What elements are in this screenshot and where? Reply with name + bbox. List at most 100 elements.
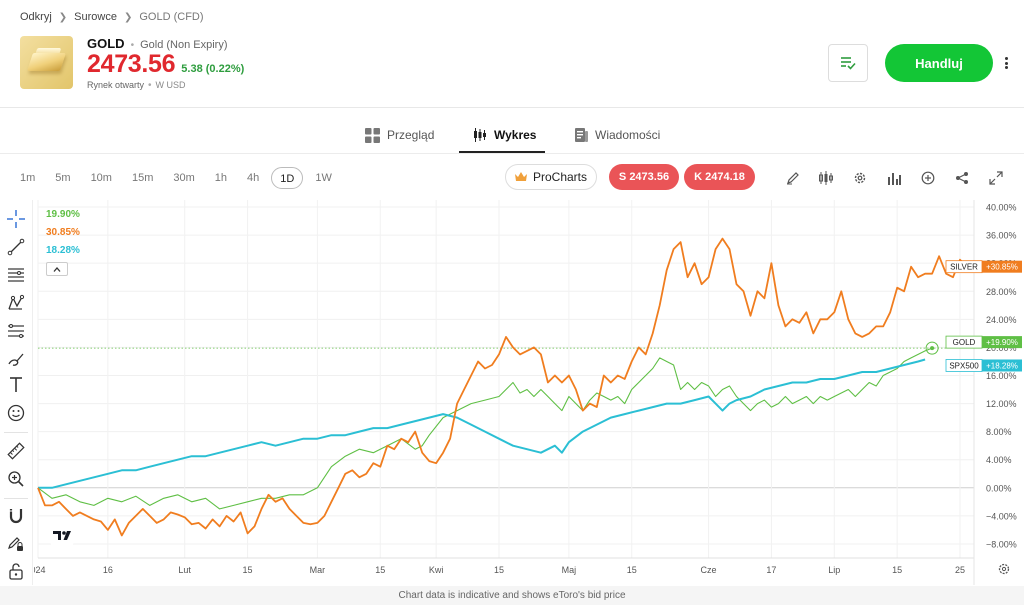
x-tick-label: 17 [766, 565, 776, 575]
dot-separator: • [130, 40, 135, 51]
tradingview-logo-icon[interactable] [50, 525, 74, 545]
chevron-right-icon: ❯ [58, 11, 68, 23]
axis-settings-gear-center [1001, 566, 1007, 572]
trend-line-icon[interactable] [5, 236, 27, 258]
timeframe-30m[interactable]: 30m [173, 172, 195, 184]
buy-button[interactable]: K 2474.18 [684, 164, 755, 190]
watchlist-check-icon [841, 57, 856, 70]
tab-chart[interactable]: Wykres [473, 117, 536, 153]
x-tick-label: Mar [310, 565, 326, 575]
x-tick-label: 16 [103, 565, 113, 575]
procharts-button[interactable]: ProCharts [505, 164, 597, 190]
gold-last-point [930, 346, 935, 351]
drawing-tools-sidebar [0, 200, 33, 585]
magnet-icon[interactable] [5, 505, 27, 527]
chevron-right-icon: ❯ [123, 11, 133, 23]
breadcrumb-item-discover[interactable]: Odkryj [20, 11, 52, 23]
fib-levels-icon[interactable] [5, 264, 27, 286]
more-options-icon[interactable] [1000, 52, 1012, 74]
axis-settings-gear-icon [998, 563, 1010, 575]
breadcrumb-item-commodities[interactable]: Surowce [74, 11, 117, 23]
tab-label: Wiadomości [595, 128, 661, 142]
breadcrumb-item-current: GOLD (CFD) [139, 11, 204, 23]
candles-type-icon[interactable] [815, 167, 837, 189]
price-line: 2473.56 5.38 (0.22%) [87, 50, 244, 79]
y-tick-label: 36.00% [986, 231, 1017, 241]
emoji-icon[interactable] [5, 402, 27, 424]
tab-label: Wykres [494, 128, 537, 142]
tabs-divider [0, 153, 1024, 154]
watchlist-button[interactable] [828, 44, 868, 82]
ruler-icon[interactable] [5, 440, 27, 462]
x-tick-label: 25 [955, 565, 965, 575]
x-tick-label: Lut [178, 565, 191, 575]
price-change: 5.38 (0.22%) [181, 63, 245, 75]
instrument-title: GOLD • Gold (Non Expiry) [87, 36, 228, 51]
y-tick-label: −8.00% [986, 539, 1017, 549]
series-tag-value-box [982, 260, 1022, 273]
crown-icon [514, 172, 527, 181]
projection-icon[interactable] [5, 320, 27, 342]
timeframe-1w[interactable]: 1W [315, 172, 332, 184]
unlock-icon[interactable] [5, 560, 27, 582]
news-icon [575, 128, 588, 142]
timeframe-selector: 1m 5m 10m 15m 30m 1h 4h 1D 1W [12, 167, 344, 189]
tools-divider [4, 432, 28, 433]
timeframe-15m[interactable]: 15m [131, 172, 154, 184]
legend-collapse-button[interactable] [46, 262, 68, 276]
grid-icon [365, 127, 380, 143]
active-tab-indicator [459, 151, 545, 153]
x-tick-label: 15 [494, 565, 504, 575]
y-tick-label: −4.00% [986, 511, 1017, 521]
market-status-line: Rynek otwarty • W USD [87, 80, 186, 91]
y-tick-label: 12.00% [986, 399, 1017, 409]
market-status: Rynek otwarty [87, 80, 145, 90]
compare-add-icon[interactable] [917, 167, 939, 189]
series-tag-gold: GOLD +19.90% [945, 335, 1022, 349]
x-tick-label: 024 [34, 565, 46, 575]
candlestick-icon [474, 128, 486, 142]
chart-disclaimer: Chart data is indicative and shows eToro… [0, 586, 1024, 605]
timeframe-1h[interactable]: 1h [214, 172, 228, 184]
x-tick-label: Kwi [429, 565, 444, 575]
timeframe-5m[interactable]: 5m [55, 172, 71, 184]
pattern-icon[interactable] [5, 292, 27, 314]
y-tick-label: 28.00% [986, 287, 1017, 297]
tab-news[interactable]: Wiadomości [575, 117, 660, 153]
series-line-spx500 [38, 358, 926, 489]
pencil-icon[interactable] [782, 167, 804, 189]
settings-gear-icon[interactable] [849, 167, 871, 189]
timeframe-1m[interactable]: 1m [20, 172, 36, 184]
current-price: 2473.56 [87, 50, 176, 78]
crosshair-icon[interactable] [5, 208, 27, 230]
series-tag-value: +18.28% [986, 361, 1018, 370]
series-line-silver [37, 237, 968, 537]
ticker-symbol: GOLD [87, 36, 125, 51]
x-tick-label: 15 [243, 565, 253, 575]
y-tick-label: 4.00% [986, 455, 1012, 465]
timeframe-4h[interactable]: 4h [247, 172, 260, 184]
chevron-up-icon [53, 266, 61, 272]
share-icon[interactable] [951, 167, 973, 189]
procharts-label: ProCharts [532, 170, 588, 184]
series-tag-value-box [982, 336, 1022, 349]
series-tag-name: SPX500 [949, 361, 979, 370]
comparison-line-chart[interactable]: 40.00%36.00%32.00%28.00%24.00%20.00%16.0… [34, 200, 1024, 585]
lock-pencil-icon[interactable] [5, 533, 27, 555]
indicators-icon[interactable] [883, 167, 905, 189]
tab-overview[interactable]: Przegląd [365, 117, 434, 153]
y-tick-label: 24.00% [986, 315, 1017, 325]
text-tool-icon[interactable] [5, 374, 27, 396]
timeframe-1d[interactable]: 1D [271, 167, 304, 189]
x-tick-label: Lip [828, 565, 840, 575]
sell-button[interactable]: S 2473.56 [609, 164, 679, 190]
brush-icon[interactable] [5, 348, 27, 370]
fullscreen-expand-icon[interactable] [985, 167, 1007, 189]
series-line-gold [37, 347, 933, 510]
zoom-in-icon[interactable] [5, 468, 27, 490]
trade-button[interactable]: Handluj [885, 44, 993, 82]
y-tick-label: 8.00% [986, 427, 1012, 437]
x-tick-label: 15 [627, 565, 637, 575]
legend-gold-value: 19.90% [46, 209, 80, 220]
timeframe-10m[interactable]: 10m [90, 172, 112, 184]
